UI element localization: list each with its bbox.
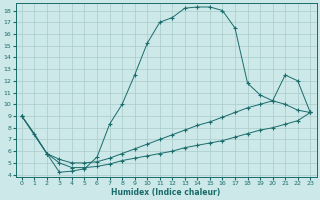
X-axis label: Humidex (Indice chaleur): Humidex (Indice chaleur) bbox=[111, 188, 221, 197]
